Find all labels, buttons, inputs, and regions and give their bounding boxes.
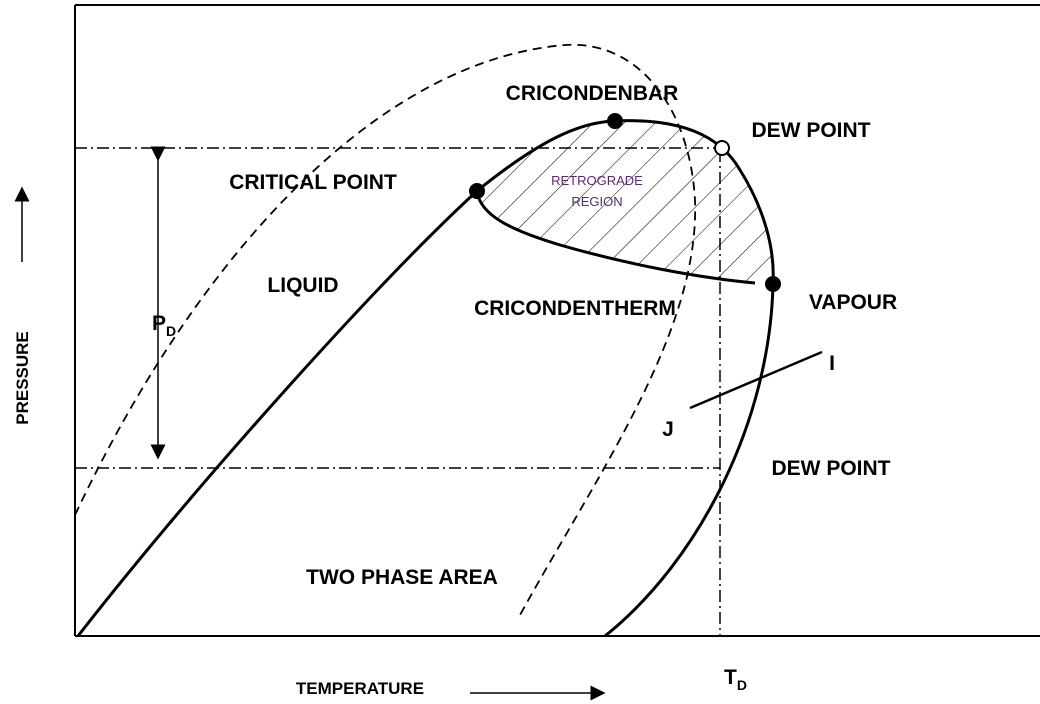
label: DEW POINT	[752, 119, 871, 142]
label: VAPOUR	[809, 291, 897, 314]
label-main: P	[152, 312, 166, 335]
label: PD	[152, 312, 176, 339]
label: I	[829, 352, 835, 375]
label-sub: D	[166, 323, 176, 339]
label: REGION	[571, 194, 622, 209]
ij-line	[689, 350, 823, 410]
dashed-curve	[74, 44, 696, 616]
frame	[74, 4, 1040, 637]
label-main: T	[724, 666, 737, 689]
label: CRITICAL POINT	[229, 171, 397, 194]
y-axis-label: PRESSURE	[13, 331, 32, 425]
x-axis-label: TEMPERATURE	[296, 679, 424, 698]
label: TWO PHASE AREA	[306, 566, 498, 589]
points	[469, 113, 781, 292]
label: RETROGRADE	[551, 173, 643, 188]
reference-lines	[75, 147, 722, 636]
phase-envelope	[76, 119, 775, 638]
retrograde-hatch	[477, 120, 774, 284]
label: CRICONDENTHERM	[474, 297, 676, 320]
label: CRICONDENBAR	[506, 82, 679, 105]
label-sub: D	[737, 677, 747, 693]
label: TD	[724, 666, 747, 693]
label: J	[662, 418, 674, 441]
label: DEW POINT	[772, 457, 891, 480]
label: LIQUID	[267, 274, 338, 297]
